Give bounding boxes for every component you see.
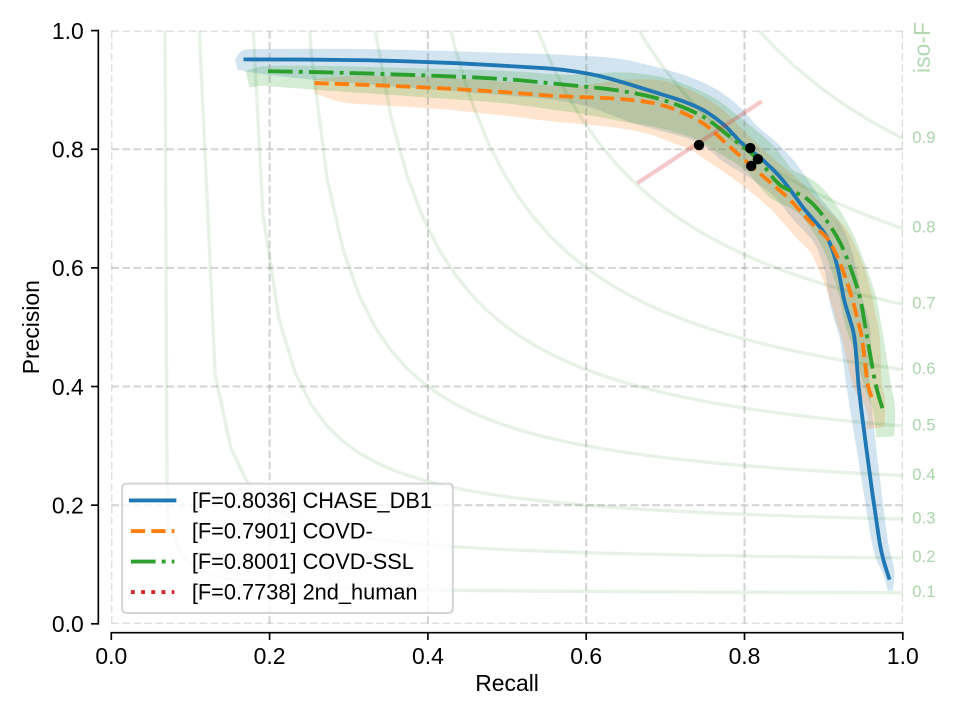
svg-text:0.0: 0.0 [52, 611, 84, 637]
svg-text:Recall: Recall [475, 670, 539, 696]
svg-text:0.8: 0.8 [52, 137, 84, 163]
svg-text:0.6: 0.6 [570, 643, 602, 669]
svg-text:0.8: 0.8 [729, 643, 761, 669]
svg-text:Precision: Precision [18, 280, 44, 374]
svg-text:[F=0.7901] COVD-: [F=0.7901] COVD- [192, 519, 373, 544]
svg-text:0.9: 0.9 [912, 128, 935, 147]
svg-text:0.8: 0.8 [912, 218, 935, 237]
svg-text:[F=0.8001] COVD-SSL: [F=0.8001] COVD-SSL [192, 549, 414, 574]
svg-text:[F=0.7738] 2nd_human: [F=0.7738] 2nd_human [192, 580, 418, 605]
svg-text:0.2: 0.2 [912, 547, 935, 566]
svg-text:0.2: 0.2 [52, 492, 84, 518]
svg-text:1.0: 1.0 [887, 643, 919, 669]
svg-text:0.4: 0.4 [52, 374, 84, 400]
svg-text:0.5: 0.5 [912, 415, 935, 434]
svg-text:0.0: 0.0 [95, 643, 127, 669]
svg-text:0.1: 0.1 [912, 582, 935, 601]
svg-text:0.3: 0.3 [912, 508, 935, 527]
svg-text:0.2: 0.2 [254, 643, 286, 669]
svg-text:0.4: 0.4 [412, 643, 444, 669]
svg-text:0.4: 0.4 [912, 465, 935, 484]
svg-text:[F=0.8036] CHASE_DB1: [F=0.8036] CHASE_DB1 [192, 488, 444, 513]
svg-text:0.6: 0.6 [912, 359, 935, 378]
svg-text:0.6: 0.6 [52, 255, 84, 281]
svg-text:iso-F: iso-F [909, 22, 935, 73]
svg-text:1.0: 1.0 [52, 18, 84, 44]
svg-text:0.7: 0.7 [912, 294, 935, 313]
